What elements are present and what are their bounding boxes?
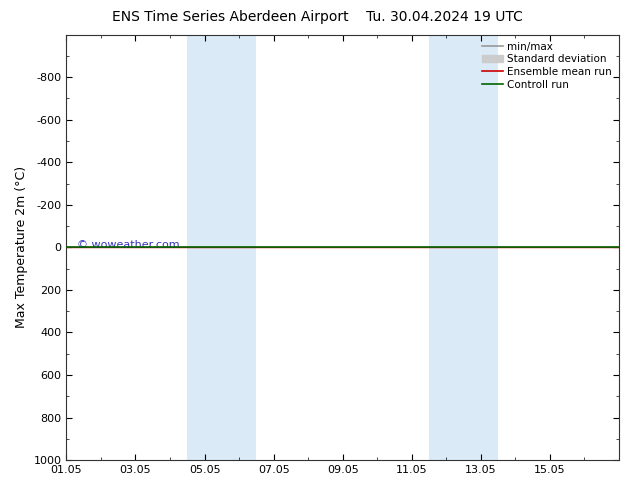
Legend: min/max, Standard deviation, Ensemble mean run, Controll run: min/max, Standard deviation, Ensemble me… bbox=[480, 40, 614, 92]
Bar bbox=[429, 35, 498, 460]
Text: © woweather.com: © woweather.com bbox=[77, 240, 180, 250]
Text: ENS Time Series Aberdeen Airport    Tu. 30.04.2024 19 UTC: ENS Time Series Aberdeen Airport Tu. 30.… bbox=[112, 10, 522, 24]
Bar bbox=[187, 35, 256, 460]
Y-axis label: Max Temperature 2m (°C): Max Temperature 2m (°C) bbox=[15, 166, 28, 328]
